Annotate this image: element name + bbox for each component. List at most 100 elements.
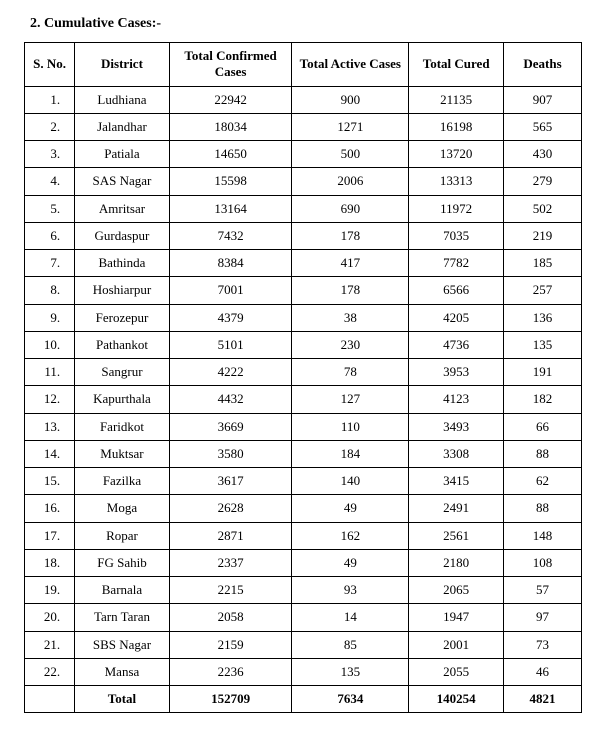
cell-sno: 8. [25, 277, 75, 304]
cell-sno: 13. [25, 413, 75, 440]
cell-deaths: 182 [504, 386, 582, 413]
cell-deaths: 108 [504, 549, 582, 576]
cell-active: 230 [292, 331, 409, 358]
table-row: 1.Ludhiana2294290021135907 [25, 86, 582, 113]
table-row: 22.Mansa2236135205546 [25, 658, 582, 685]
table-row: 7.Bathinda83844177782185 [25, 250, 582, 277]
cell-district: Ferozepur [75, 304, 170, 331]
cell-cured: 2180 [409, 549, 504, 576]
cell-cured: 13720 [409, 141, 504, 168]
cell-district: Faridkot [75, 413, 170, 440]
cell-sno: 21. [25, 631, 75, 658]
cell-district: SAS Nagar [75, 168, 170, 195]
cell-confirmed: 18034 [169, 113, 292, 140]
cell-confirmed: 14650 [169, 141, 292, 168]
cell-district: Pathankot [75, 331, 170, 358]
cell-sno: 3. [25, 141, 75, 168]
cell-confirmed: 2628 [169, 495, 292, 522]
col-cured: Total Cured [409, 43, 504, 87]
table-row: 4.SAS Nagar15598200613313279 [25, 168, 582, 195]
cell-cured: 6566 [409, 277, 504, 304]
cell-sno: 20. [25, 604, 75, 631]
cell-sno: 12. [25, 386, 75, 413]
cell-cured: 4205 [409, 304, 504, 331]
cell-district: Tarn Taran [75, 604, 170, 631]
cell-active: 690 [292, 195, 409, 222]
cell-district: Gurdaspur [75, 222, 170, 249]
cell-cured: 2561 [409, 522, 504, 549]
cell-district: Amritsar [75, 195, 170, 222]
cell-active: 7634 [292, 686, 409, 713]
cell-deaths: 97 [504, 604, 582, 631]
col-sno: S. No. [25, 43, 75, 87]
cell-deaths: 502 [504, 195, 582, 222]
cell-cured: 16198 [409, 113, 504, 140]
cell-district: Mansa [75, 658, 170, 685]
table-row: 16.Moga262849249188 [25, 495, 582, 522]
cell-cured: 4736 [409, 331, 504, 358]
table-row: 14.Muktsar3580184330888 [25, 440, 582, 467]
cell-active: 178 [292, 277, 409, 304]
cell-confirmed: 3617 [169, 468, 292, 495]
table-row: 3.Patiala1465050013720430 [25, 141, 582, 168]
cell-deaths: 88 [504, 440, 582, 467]
cell-sno: 18. [25, 549, 75, 576]
cell-sno [25, 686, 75, 713]
cell-deaths: 135 [504, 331, 582, 358]
cell-cured: 13313 [409, 168, 504, 195]
cell-confirmed: 3580 [169, 440, 292, 467]
col-confirmed: Total Confirmed Cases [169, 43, 292, 87]
cell-sno: 9. [25, 304, 75, 331]
cell-deaths: 907 [504, 86, 582, 113]
col-deaths: Deaths [504, 43, 582, 87]
cell-cured: 2055 [409, 658, 504, 685]
cumulative-cases-table: S. No. District Total Confirmed Cases To… [24, 42, 582, 713]
cell-deaths: 191 [504, 359, 582, 386]
table-header: S. No. District Total Confirmed Cases To… [25, 43, 582, 87]
cell-cured: 4123 [409, 386, 504, 413]
cell-deaths: 185 [504, 250, 582, 277]
table-row: 9.Ferozepur4379384205136 [25, 304, 582, 331]
cell-cured: 1947 [409, 604, 504, 631]
cell-active: 93 [292, 577, 409, 604]
cell-confirmed: 4222 [169, 359, 292, 386]
cell-sno: 22. [25, 658, 75, 685]
cell-cured: 2491 [409, 495, 504, 522]
cell-cured: 3953 [409, 359, 504, 386]
cell-active: 78 [292, 359, 409, 386]
col-active: Total Active Cases [292, 43, 409, 87]
cell-cured: 7782 [409, 250, 504, 277]
cell-district: Bathinda [75, 250, 170, 277]
table-row: 5.Amritsar1316469011972502 [25, 195, 582, 222]
cell-active: 900 [292, 86, 409, 113]
cell-district: FG Sahib [75, 549, 170, 576]
table-row: 2.Jalandhar18034127116198565 [25, 113, 582, 140]
cell-cured: 3308 [409, 440, 504, 467]
cell-confirmed: 4432 [169, 386, 292, 413]
cell-confirmed: 5101 [169, 331, 292, 358]
cell-confirmed: 2215 [169, 577, 292, 604]
section-heading: 2. Cumulative Cases:- [30, 16, 582, 32]
cell-active: 140 [292, 468, 409, 495]
cell-deaths: 257 [504, 277, 582, 304]
cell-sno: 6. [25, 222, 75, 249]
cell-deaths: 66 [504, 413, 582, 440]
cell-confirmed: 7001 [169, 277, 292, 304]
cell-active: 178 [292, 222, 409, 249]
table-row: 11.Sangrur4222783953191 [25, 359, 582, 386]
cell-sno: 10. [25, 331, 75, 358]
cell-district: Patiala [75, 141, 170, 168]
cell-cured: 11972 [409, 195, 504, 222]
cell-sno: 16. [25, 495, 75, 522]
cell-deaths: 279 [504, 168, 582, 195]
cell-active: 500 [292, 141, 409, 168]
cell-active: 49 [292, 549, 409, 576]
cell-deaths: 46 [504, 658, 582, 685]
cell-deaths: 62 [504, 468, 582, 495]
cell-deaths: 148 [504, 522, 582, 549]
cell-confirmed: 15598 [169, 168, 292, 195]
cell-district: Jalandhar [75, 113, 170, 140]
cell-sno: 7. [25, 250, 75, 277]
cell-confirmed: 13164 [169, 195, 292, 222]
cell-cured: 3415 [409, 468, 504, 495]
